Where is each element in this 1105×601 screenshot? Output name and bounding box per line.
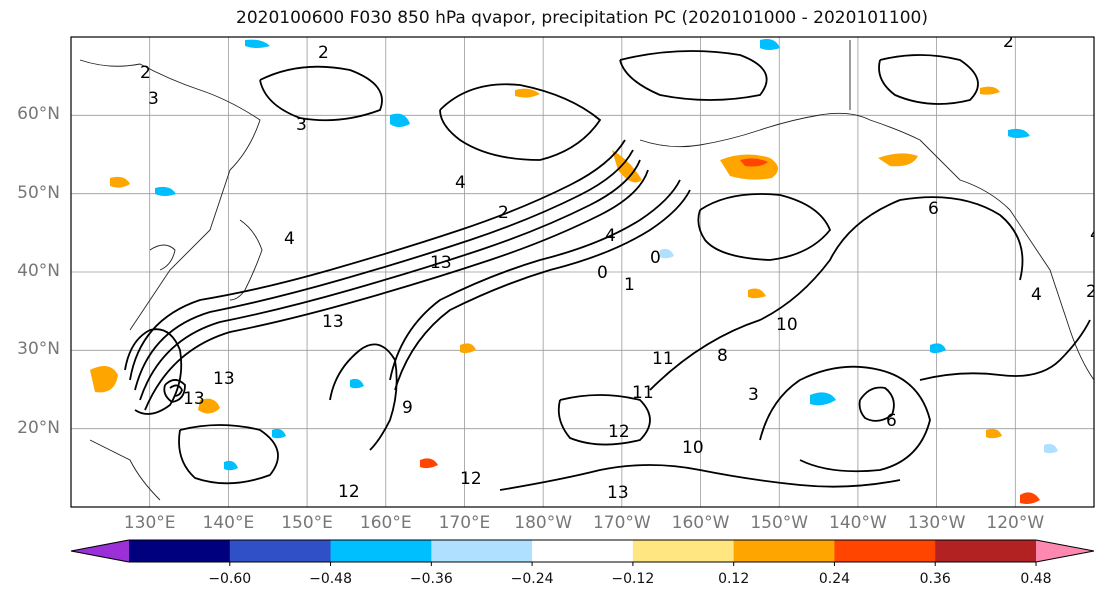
colorbar-min-arrow [71,540,129,562]
contour-label: 4 [284,229,295,249]
contour-label: 13 [213,369,235,389]
colorbar-segment [330,540,432,562]
contour-label: 3 [748,385,759,405]
colorbar-tick-label: −0.24 [510,571,554,587]
colorbar-tick-label: −0.48 [309,571,352,587]
colorbar-tick-label: 0.36 [919,571,951,587]
colorbar-segment [229,540,332,562]
contour-label: 6 [928,199,939,219]
colorbar-segment [129,540,231,562]
contour-label: 11 [652,349,674,369]
map-title: 2020100600 F030 850 hPa qvapor, precipit… [236,8,928,28]
contour-label: 10 [682,438,704,458]
contour-label: 4 [455,173,466,193]
colorbar-tick-label: 0.48 [1020,571,1052,587]
colorbar-segment [632,540,735,562]
contour-label: 2 [1086,282,1097,302]
colorbar-tick-label: −0.12 [611,571,655,587]
contour-label: 13 [607,483,629,503]
precip-shading [90,39,1058,504]
colorbar-tick-label: −0.60 [208,571,252,587]
latitude-label: 30°N [17,339,60,360]
longitude-label: 150°W [750,513,809,533]
contour-label: 4 [1090,225,1101,245]
contour-label: 9 [402,398,413,418]
longitude-label: 180°W [514,513,573,533]
colorbar-max-arrow [1036,540,1094,562]
longitude-label: 170°E [438,513,491,533]
longitude-label: 140°E [202,513,255,533]
contour-label: 0 [597,263,608,283]
contour-label: 6 [886,411,897,431]
colorbar-segment [935,540,1037,562]
contour-label: 12 [608,422,630,442]
colorbar-tick-label: 0.24 [818,571,851,587]
contour-label: 12 [338,482,360,502]
contour-label: 0 [650,248,661,268]
longitude-label: 140°W [829,513,887,533]
contour-label: 13 [183,389,205,409]
longitude-label: 170°W [592,513,651,533]
latitude-label: 20°N [17,417,60,438]
contour-label: 3 [296,115,307,135]
contour-label: 2 [140,63,151,83]
map-frame [70,36,1095,508]
coastlines [79,40,1094,501]
contour-label: 2 [318,43,329,63]
humidity-contours [124,50,1091,491]
latitude-label: 40°N [17,261,60,281]
contour-label: 1 [624,275,635,295]
contour-label: 4 [605,226,616,246]
contour-label: 2 [1003,32,1014,52]
contour-label: 11 [632,383,654,403]
contour-label: 12 [460,469,482,489]
longitude-label: 130°E [123,513,176,533]
longitude-label: 130°W [907,513,966,533]
longitude-label: 160°W [671,513,730,533]
latitude-label: 50°N [17,182,60,203]
contour-label: 4 [1031,285,1042,305]
colorbar-tick-label: 0.12 [718,571,750,587]
colorbar-tick-label: −0.36 [409,571,453,587]
longitude-label: 160°E [359,513,412,533]
contour-label: 2 [498,203,509,223]
colorbar-segment [431,540,533,562]
colorbar [70,539,1095,566]
colorbar-segment [532,540,634,562]
colorbar-outline [70,539,1095,563]
latitude-label: 60°N [17,104,60,125]
contour-label: 3 [148,89,159,109]
contour-label: 13 [430,253,452,273]
colorbar-segment [834,540,936,562]
longitude-label: 120°W [986,513,1045,533]
contour-label: 10 [776,315,798,335]
contour-label: 13 [322,312,344,332]
contour-label: 8 [717,346,728,366]
longitude-label: 150°E [281,513,333,533]
colorbar-segment [733,540,835,562]
